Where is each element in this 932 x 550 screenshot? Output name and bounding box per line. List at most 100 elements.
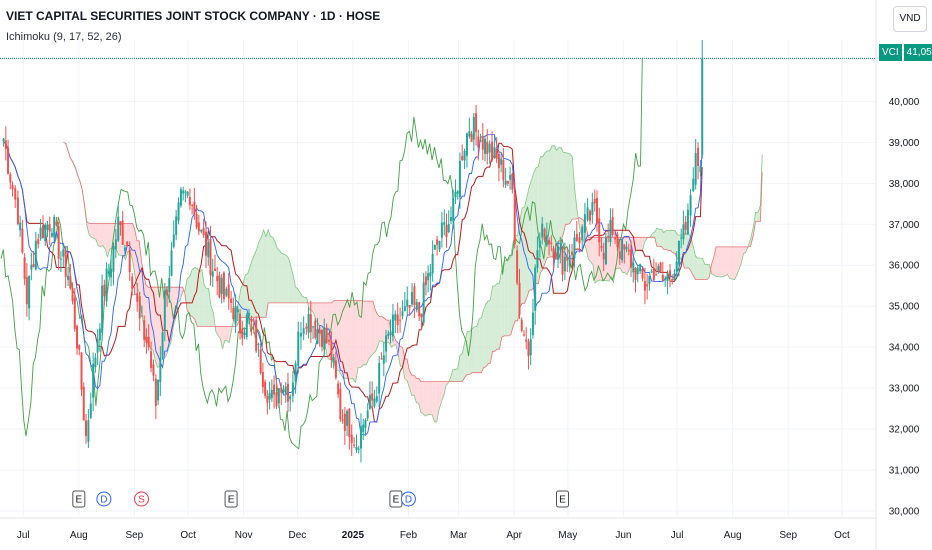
candle xyxy=(117,204,120,243)
candle xyxy=(581,224,584,251)
candle-body xyxy=(28,275,31,309)
candle-body xyxy=(117,216,120,241)
candle xyxy=(454,179,457,205)
candle-body xyxy=(630,249,633,268)
cloud-segment xyxy=(341,300,344,379)
cloud-segment xyxy=(411,375,415,396)
currency-button[interactable]: VND xyxy=(893,6,927,32)
leading-span-a xyxy=(63,141,763,423)
candle xyxy=(123,244,126,256)
cloud-segment xyxy=(220,326,223,349)
candle-body xyxy=(371,393,374,401)
candle xyxy=(128,241,131,281)
candle-body xyxy=(364,420,367,428)
candle-body xyxy=(481,136,484,150)
cloud-segment xyxy=(686,233,689,269)
conversion-line xyxy=(3,134,703,436)
candle-body xyxy=(666,273,669,281)
candle xyxy=(225,286,228,298)
dividend-badge xyxy=(400,491,416,507)
candle-body xyxy=(30,264,33,270)
event-marker-split[interactable]: S xyxy=(134,491,150,507)
cloud-segment xyxy=(556,147,559,257)
indicator-legend[interactable]: Ichimoku (9, 17, 52, 26) xyxy=(6,31,122,43)
x-tick-label: May xyxy=(558,530,577,541)
candle-body xyxy=(325,327,328,344)
time-axis: Jul Aug Sep Oct Nov Dec 2025 Feb Mar Apr May Jun Jul… xyxy=(17,530,850,541)
candle-body xyxy=(664,278,667,280)
x-tick-label: Mar xyxy=(450,530,468,541)
candle-body xyxy=(655,274,658,276)
cloud-segment xyxy=(226,326,230,343)
candle-body xyxy=(548,240,551,245)
candle xyxy=(318,325,321,347)
candle-body xyxy=(554,252,557,260)
candle-body xyxy=(578,237,581,244)
candle-body xyxy=(339,388,342,420)
candle xyxy=(468,117,471,139)
candle xyxy=(575,220,578,243)
candle xyxy=(440,212,443,248)
candle-body xyxy=(468,131,471,137)
candle-body xyxy=(391,314,394,337)
candle-body xyxy=(527,341,530,357)
candle xyxy=(195,204,198,230)
candle-body xyxy=(121,220,124,245)
cloud-segment xyxy=(457,355,461,382)
cloud-segment xyxy=(488,299,491,364)
event-marker-earnings[interactable]: E xyxy=(556,490,570,508)
candle-body xyxy=(166,290,169,296)
cloud-segment xyxy=(590,237,593,265)
cloud-segment xyxy=(377,314,380,347)
candle-body xyxy=(382,355,385,364)
candle-body xyxy=(136,293,139,302)
y-tick-label: 35,000 xyxy=(889,302,920,313)
candle xyxy=(484,135,487,162)
candle-body xyxy=(399,319,402,321)
cloud-segment xyxy=(707,264,710,280)
candle xyxy=(78,344,81,356)
candle-body xyxy=(396,314,399,325)
event-marker-dividend[interactable]: D xyxy=(400,491,416,507)
candle xyxy=(618,239,621,265)
candle-body xyxy=(380,358,383,360)
candle xyxy=(159,346,162,396)
event-marker-earnings[interactable]: E xyxy=(72,490,86,508)
candle xyxy=(502,148,505,188)
cloud-segment xyxy=(295,286,298,303)
cloud-segment xyxy=(732,246,735,280)
symbol-title: VIET CAPITAL SECURITIES JOINT STOCK COMP… xyxy=(6,9,381,23)
candle xyxy=(661,261,664,281)
cloud-segment xyxy=(549,145,552,258)
cloud-segment xyxy=(279,250,282,303)
candle xyxy=(55,216,58,227)
candle-body xyxy=(443,222,446,225)
candle-body xyxy=(366,410,369,419)
cloud-segment xyxy=(245,273,248,318)
candle-body xyxy=(571,251,574,256)
candle xyxy=(112,242,115,286)
candle xyxy=(32,250,35,268)
candle-body xyxy=(236,309,239,313)
candle xyxy=(23,253,26,286)
event-marker-earnings[interactable]: E xyxy=(224,490,238,508)
candle-body xyxy=(433,244,436,250)
candle-body xyxy=(305,326,308,329)
candle xyxy=(44,222,47,246)
candle xyxy=(368,381,371,411)
event-marker-earnings[interactable]: E xyxy=(389,490,403,508)
candle-body xyxy=(463,150,466,161)
candle-body xyxy=(168,277,171,293)
candle xyxy=(209,225,212,286)
cloud-segment xyxy=(716,246,719,277)
event-marker-dividend[interactable]: D xyxy=(96,491,112,507)
candle xyxy=(573,230,576,268)
candle-body xyxy=(222,272,225,300)
candle-body xyxy=(373,398,376,407)
candle-body xyxy=(387,333,390,336)
cloud-segment xyxy=(427,381,430,415)
candle xyxy=(458,152,461,209)
candle-body xyxy=(126,241,129,247)
